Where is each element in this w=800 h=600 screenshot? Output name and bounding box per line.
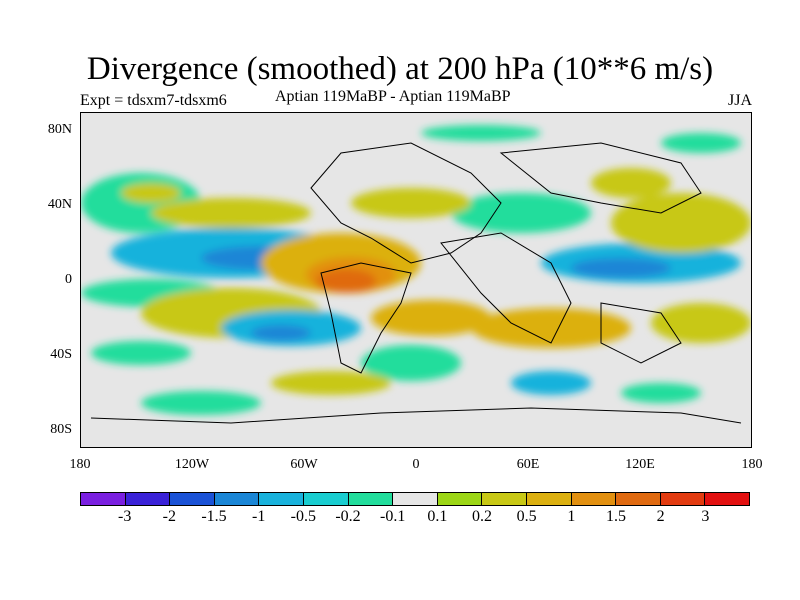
map-panel [80, 112, 752, 448]
lon-label-0: 0 [412, 457, 420, 472]
colorbar-label: 1 [567, 508, 576, 525]
lat-label-40s: 40S [50, 347, 72, 362]
period-label: Aptian 119MaBP - Aptian 119MaBP [275, 88, 511, 105]
colorbar-swatch [660, 493, 706, 505]
colorbar-label: 0.2 [472, 508, 492, 525]
colorbar-label: 0.1 [427, 508, 448, 525]
colorbar-label: -1.5 [201, 508, 227, 525]
colorbar-swatch [393, 493, 438, 505]
colorbar-swatch [259, 493, 304, 505]
colorbar-swatch [348, 493, 394, 505]
colorbar-swatch [214, 493, 260, 505]
colorbar-label: 1.5 [606, 508, 626, 525]
lon-label-60w: 60W [290, 457, 318, 472]
divergence-field [81, 125, 751, 415]
lon-label-180w: 180 [69, 457, 91, 472]
colorbar-swatch [526, 493, 572, 505]
colorbar-swatch [303, 493, 349, 505]
experiment-label: Expt = tdsxm7-tdsxm6 [80, 92, 227, 109]
colorbar-swatch [571, 493, 617, 505]
lon-label-120w: 120W [174, 457, 210, 472]
colorbar-label: 0.5 [516, 508, 537, 525]
lon-label-120e: 120E [625, 457, 655, 472]
colorbar-swatch [705, 493, 749, 505]
colorbar-label: -0.1 [379, 508, 406, 525]
colorbar-label: -1 [251, 508, 266, 525]
coastlines [90, 142, 742, 424]
divergence-map [81, 125, 751, 424]
colorbar [80, 492, 750, 506]
lat-label-40n: 40N [47, 197, 72, 212]
colorbar-swatch [616, 493, 661, 505]
colorbar-label: -2 [162, 508, 176, 525]
lon-label-60e: 60E [516, 457, 540, 472]
colorbar-label: -3 [117, 508, 132, 525]
colorbar-label: -0.2 [335, 508, 361, 525]
plot-title: Divergence (smoothed) at 200 hPa (10**6 … [86, 51, 714, 87]
colorbar-swatch [170, 493, 215, 505]
colorbar-swatch [125, 493, 171, 505]
lon-label-180e: 180 [741, 457, 763, 472]
colorbar-swatch [482, 493, 527, 505]
lat-label-80n: 80N [47, 122, 72, 137]
colorbar-label: 3 [701, 508, 710, 525]
season-label: JJA [727, 92, 752, 109]
colorbar-swatch [81, 493, 126, 505]
lat-label-0: 0 [65, 272, 72, 287]
lat-label-80s: 80S [50, 422, 72, 437]
colorbar-swatch [437, 493, 483, 505]
colorbar-label: 2 [656, 508, 665, 525]
colorbar-label: -0.5 [290, 508, 316, 525]
